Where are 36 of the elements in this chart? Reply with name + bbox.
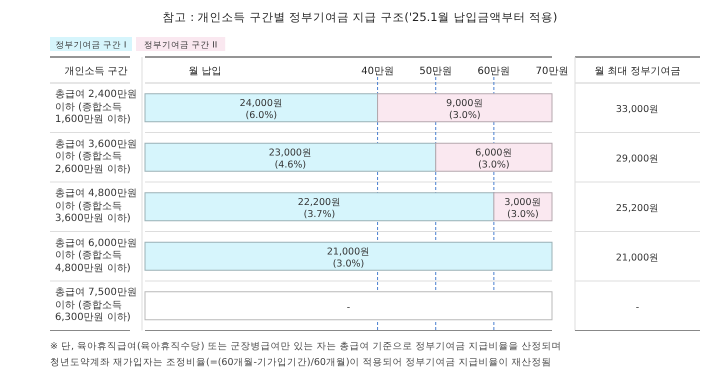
annotation: - — [346, 302, 350, 313]
bar — [435, 142, 552, 172]
chart-title: 참고 : 개인소득 구간별 정부기여금 지급 구조('25.1월 납입금액부터 적용) — [162, 10, 558, 24]
text: 33,000원 — [616, 104, 660, 115]
bar — [144, 142, 436, 172]
x-tick-label: 40만원 — [361, 66, 394, 77]
y-tick-label: 총급여 7,500만원 이하 (종합소득 6,300만원 이하) — [55, 286, 138, 325]
y-axis-title: 개인소득 구간 — [64, 66, 128, 77]
text: 청년도약계좌 재가입자는 조정비율(=(60개월-기가입기간)/60개월)이 적용되어 정부기여금 지급비율이 재산정됨 — [50, 357, 552, 368]
text: - — [636, 302, 640, 313]
text: ※ 단, 육아휴직급여(육아휴직수당) 또는 군장병급여만 있는 자는 총급여 기준으로 정부기여금 지급비율을 산정되며 — [50, 341, 562, 352]
text: 정부기여금 구간 II — [144, 40, 218, 50]
annotation: 9,000원 (3.0%) — [446, 98, 484, 121]
y-tick-label: 총급여 6,000만원 이하 (종합소득 4,800만원 이하) — [55, 236, 138, 276]
text: 25,200원 — [616, 202, 660, 214]
bar — [144, 192, 494, 222]
y-tick-label: 총급여 4,800만원 이하 (종합소득 3,600만원 이하) — [55, 187, 138, 226]
x-tick-label: 50만원 — [419, 66, 452, 77]
annotation: 3,000원 (3.0%) — [504, 196, 542, 220]
x-axis-title: 월 납입 — [188, 66, 222, 77]
bar — [144, 93, 378, 122]
x-tick-label: 60만원 — [477, 66, 510, 77]
bar — [144, 242, 552, 271]
annotation: 6,000원 (3.0%) — [475, 147, 512, 170]
y-tick-label: 총급여 3,600만원 이하 (종합소득 2,600만원 이하) — [55, 138, 138, 176]
annotation: 21,000원 (3.0%) — [326, 246, 370, 270]
x-tick-label: 70만원 — [536, 66, 568, 77]
y2-axis-title: 월 최대 정부기여금 — [594, 66, 681, 77]
bar — [377, 93, 552, 122]
text: 29,000원 — [616, 153, 660, 164]
annotation: 24,000원 (6.0%) — [240, 98, 283, 121]
text: 정부기여금 구간 I — [56, 40, 126, 50]
y-tick-label: 총급여 2,400만원 이하 (종합소득 1,600만원 이하) — [55, 88, 138, 127]
annotation: 23,000원 (4.6%) — [268, 147, 312, 170]
annotation: 22,200원 (3.7%) — [298, 196, 342, 220]
text: 21,000원 — [616, 252, 660, 264]
